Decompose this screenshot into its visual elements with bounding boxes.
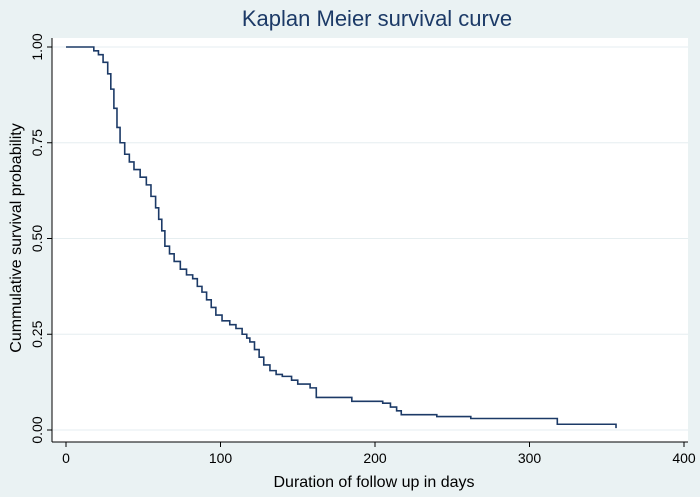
- y-tick-label-2: 0.50: [29, 225, 45, 252]
- tick-labels: 0.00 0.25 0.50 0.75 1.00 0 100 200 300 400: [29, 33, 696, 466]
- chart-title: Kaplan Meier survival curve: [242, 6, 512, 31]
- y-tick-label-1: 0.25: [29, 320, 45, 347]
- y-tick-label-0: 0.00: [29, 416, 45, 443]
- y-tick-label-4: 1.00: [29, 33, 45, 60]
- y-axis-title: Cummulative survival probability: [8, 123, 25, 352]
- x-tick-label-3: 300: [518, 450, 542, 466]
- x-tick-label-1: 100: [209, 450, 233, 466]
- survival-curve-line-0: [66, 46, 617, 429]
- x-tick-label-4: 400: [672, 450, 696, 466]
- axes: [47, 38, 688, 447]
- gridlines: [52, 46, 688, 431]
- y-tick-label-3: 0.75: [29, 129, 45, 156]
- x-axis-title: Duration of follow up in days: [274, 474, 475, 491]
- x-tick-label-2: 200: [363, 450, 387, 466]
- plot-area: [52, 38, 688, 442]
- x-tick-label-0: 0: [62, 450, 70, 466]
- series: [66, 46, 617, 429]
